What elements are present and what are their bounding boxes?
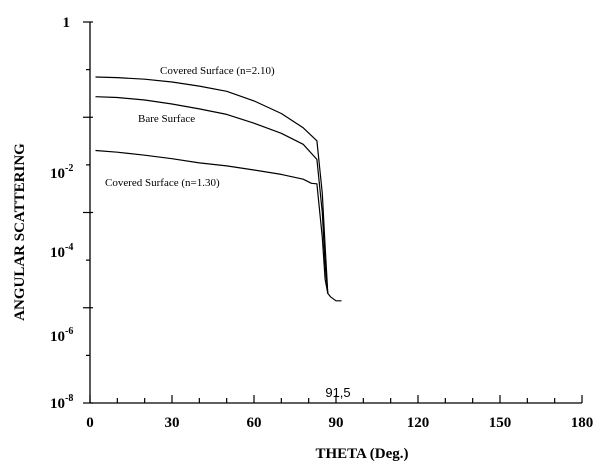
y-tick-label-3-exp: -6 bbox=[65, 326, 73, 337]
y-tick-label-0: 1 bbox=[63, 15, 71, 31]
series-line-2 bbox=[95, 149, 329, 294]
series-label-covered-1-30: Covered Surface (n=1.30) bbox=[105, 177, 220, 189]
y-tick-label-1: 10-2 bbox=[50, 163, 73, 182]
y-tick-label-3: 10-6 bbox=[50, 326, 73, 345]
theta-annotation: 91,5 bbox=[325, 385, 350, 400]
y-tick-label-1-base: 10 bbox=[50, 166, 65, 182]
series-line-0 bbox=[95, 76, 342, 302]
x-tick-label-2: 60 bbox=[247, 415, 262, 431]
series-label-bare: Bare Surface bbox=[138, 113, 195, 125]
y-tick-label-2-base: 10 bbox=[50, 245, 65, 261]
y-tick-label-2: 10-4 bbox=[50, 242, 73, 261]
ticks bbox=[83, 21, 583, 404]
y-tick-label-4-exp: -8 bbox=[65, 393, 73, 404]
x-tick-label-5: 150 bbox=[489, 415, 512, 431]
y-tick-label-2-exp: -4 bbox=[65, 242, 73, 253]
x-tick-label-6: 180 bbox=[571, 415, 594, 431]
series-label-covered-2-10: Covered Surface (n=2.10) bbox=[160, 65, 275, 77]
y-tick-label-1-exp: -2 bbox=[65, 163, 73, 174]
x-tick-label-3: 90 bbox=[329, 415, 344, 431]
x-tick-label-0: 0 bbox=[86, 415, 94, 431]
x-tick-label-4: 120 bbox=[407, 415, 430, 431]
y-tick-label-3-base: 10 bbox=[50, 329, 65, 345]
axes bbox=[89, 22, 582, 404]
y-tick-label-4-base: 10 bbox=[50, 396, 65, 412]
series-line-1 bbox=[95, 96, 329, 294]
x-tick-label-1: 30 bbox=[165, 415, 180, 431]
series-layer bbox=[95, 76, 342, 302]
y-tick-label-4: 10-8 bbox=[50, 393, 73, 412]
y-axis-title: ANGULAR SCATTERING bbox=[12, 143, 28, 321]
x-axis-title: THETA (Deg.) bbox=[315, 446, 408, 462]
